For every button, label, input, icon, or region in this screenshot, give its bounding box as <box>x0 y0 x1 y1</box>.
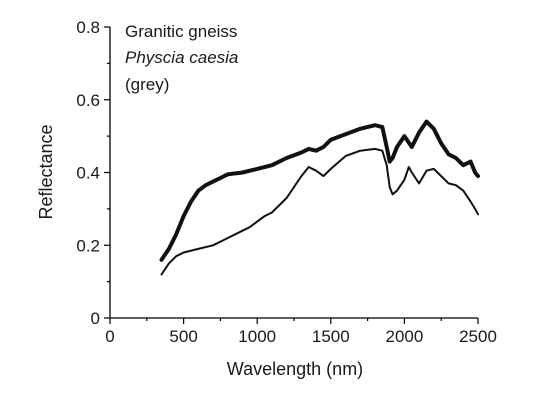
x-tick-label: 500 <box>169 327 197 346</box>
x-tick-label: 2000 <box>385 327 423 346</box>
y-axis-title: Reflectance <box>36 124 56 219</box>
y-tick-label: 0.6 <box>76 91 100 110</box>
annotation-line-1: Granitic gneiss <box>125 22 237 41</box>
x-axis-title: Wavelength (nm) <box>227 359 363 379</box>
series-thin-line <box>160 147 479 276</box>
y-ticks: 0 0.2 0.4 0.6 0.8 <box>76 18 110 328</box>
x-tick-label: 1000 <box>238 327 276 346</box>
x-tick-label: 2500 <box>459 327 497 346</box>
x-tick-label: 0 <box>105 327 114 346</box>
x-ticks: 0 500 1000 1500 2000 2500 <box>105 318 497 346</box>
annotation-line-2: Physcia caesia <box>125 48 238 67</box>
axes <box>109 27 478 319</box>
y-tick-label: 0.8 <box>76 18 100 37</box>
series-thick-line <box>159 119 480 262</box>
y-tick-label: 0.4 <box>76 164 100 183</box>
y-tick-label: 0.2 <box>76 236 100 255</box>
series-layer <box>159 119 480 276</box>
annotation-line-3: (grey) <box>125 75 169 94</box>
y-tick-label: 0 <box>91 309 100 328</box>
x-tick-label: 1500 <box>312 327 350 346</box>
chart-annotation: Granitic gneiss Physcia caesia (grey) <box>125 22 238 94</box>
